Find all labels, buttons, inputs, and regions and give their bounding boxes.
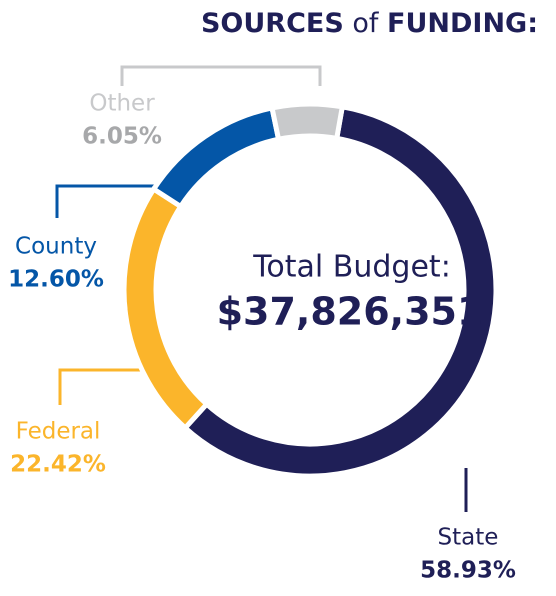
segment-label: Federal bbox=[16, 419, 101, 445]
segment-label: County bbox=[15, 234, 97, 260]
leader-line bbox=[120, 65, 322, 86]
chart-title: SOURCES of FUNDING: bbox=[201, 8, 538, 39]
center-title: Total Budget: bbox=[252, 250, 451, 285]
title-part: SOURCES bbox=[201, 8, 344, 39]
leader-lines bbox=[55, 65, 468, 512]
title-part: of bbox=[352, 8, 380, 39]
segment-value-label: 22.42% bbox=[10, 452, 106, 478]
segment-label: Other bbox=[89, 91, 155, 117]
segment-label: State bbox=[438, 525, 499, 551]
leader-line bbox=[58, 368, 160, 405]
donut-segment bbox=[181, 103, 499, 479]
title-part: FUNDING: bbox=[387, 8, 538, 39]
segment-value-label: 12.60% bbox=[8, 267, 104, 293]
leader-line bbox=[55, 184, 172, 218]
segment-value-label: 58.93% bbox=[420, 558, 516, 584]
center-total: $37,826,351 bbox=[217, 290, 484, 334]
segment-value-label: 6.05% bbox=[82, 124, 162, 150]
donut-segment bbox=[269, 101, 346, 143]
donut-segment bbox=[150, 104, 282, 210]
ring bbox=[121, 101, 499, 479]
donut-segment bbox=[121, 185, 211, 432]
